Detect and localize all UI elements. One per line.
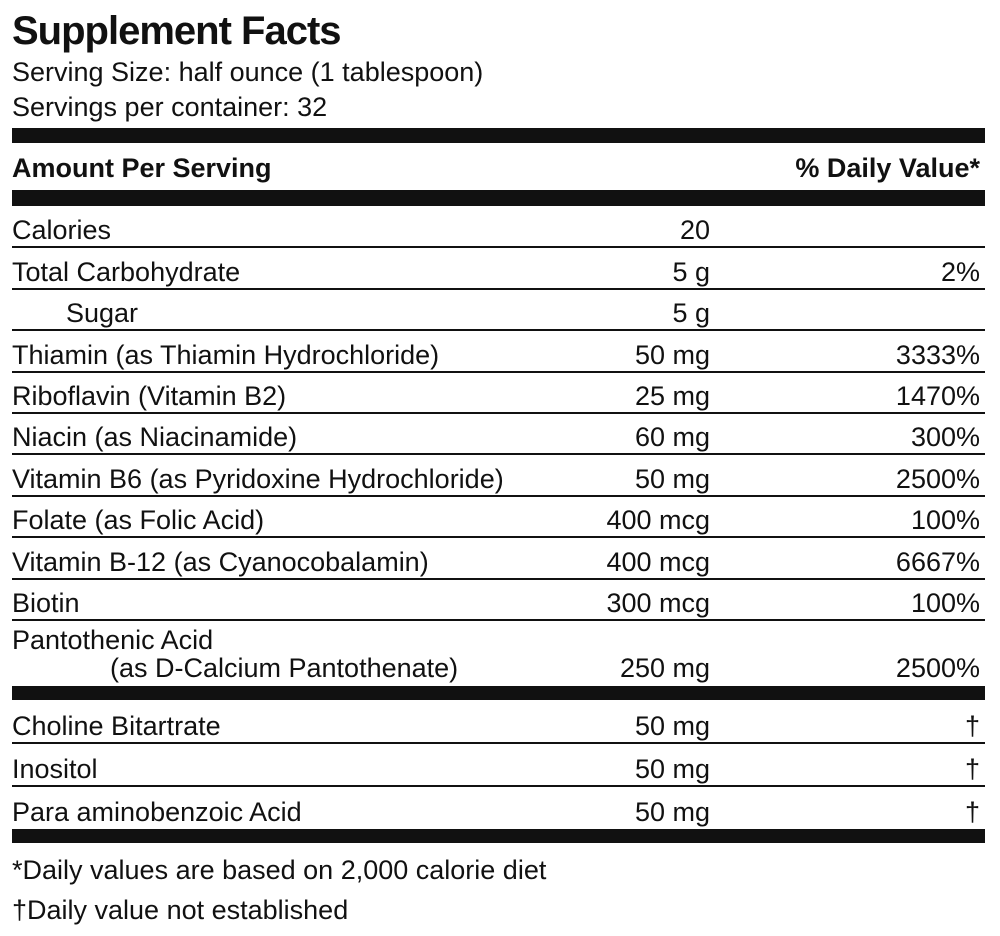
nutrient-name: Folate (as Folic Acid) — [12, 505, 265, 536]
serving-size: Serving Size: half ounce (1 tablespoon) — [12, 57, 484, 87]
amount: 400 mcg — [606, 505, 710, 536]
row-rule — [12, 370, 985, 373]
daily-value: 100% — [910, 588, 980, 618]
nutrient-name: Para aminobenzoic Acid — [12, 797, 302, 827]
row-rule — [12, 287, 985, 290]
amount-header: Amount Per Serving — [12, 153, 272, 183]
nutrient-name: Riboflavin (Vitamin B2) — [12, 381, 287, 411]
daily-value: 2500% — [895, 653, 980, 683]
servings-per-container: Servings per container: 32 — [12, 92, 328, 122]
daily-value: 300% — [910, 422, 980, 453]
nutrient-name: Total Carbohydrate — [12, 256, 241, 287]
amount: 5 g — [672, 256, 710, 287]
nutrient-name: Biotin — [12, 588, 80, 618]
row-rule — [12, 246, 985, 249]
daily-value-header: % Daily Value* — [795, 153, 980, 183]
nutrient-name: Vitamin B-12 (as Cyanocobalamin) — [12, 546, 429, 577]
footnote: *Daily values are based on 2,000 calorie… — [12, 855, 547, 885]
daily-value: 2% — [940, 256, 980, 287]
thick-bar — [12, 686, 985, 700]
row-rule — [12, 453, 985, 456]
row-rule — [12, 494, 985, 497]
nutrient-name: Choline Bitartrate — [12, 711, 221, 741]
amount: 20 — [679, 215, 710, 246]
row-rule — [12, 619, 985, 621]
daily-value: † — [964, 711, 980, 741]
thick-bar — [12, 128, 985, 143]
amount: 50 mg — [634, 797, 710, 827]
daily-value: 2500% — [895, 463, 980, 494]
row-rule — [12, 785, 985, 787]
daily-value: 1470% — [895, 381, 980, 411]
thick-bar — [12, 829, 985, 843]
daily-value: † — [964, 754, 980, 784]
row-rule — [12, 742, 985, 744]
row-rule — [12, 329, 985, 332]
nutrient-name: Sugar — [66, 298, 139, 329]
amount: 50 mg — [634, 754, 710, 784]
row-rule — [12, 412, 985, 414]
daily-value: 3333% — [895, 339, 980, 370]
amount: 300 mcg — [606, 588, 710, 618]
row-rule — [12, 536, 985, 539]
nutrient-name: Vitamin B6 (as Pyridoxine Hydrochloride) — [12, 463, 504, 494]
daily-value: † — [964, 797, 980, 827]
amount: 50 mg — [634, 463, 710, 494]
amount: 50 mg — [634, 711, 710, 741]
nutrient-name: Pantothenic Acid — [12, 625, 214, 655]
nutrient-name: Calories — [12, 215, 112, 246]
amount: 250 mg — [619, 653, 710, 683]
amount: 60 mg — [634, 422, 710, 453]
footnote: †Daily value not established — [12, 895, 349, 925]
row-rule — [12, 577, 985, 580]
nutrient-name: Thiamin (as Thiamin Hydrochloride) — [12, 339, 440, 370]
amount: 400 mcg — [606, 546, 710, 577]
thick-bar — [12, 190, 985, 206]
nutrient-name: Inositol — [12, 754, 98, 784]
nutrient-detail: (as D-Calcium Pantothenate) — [110, 653, 459, 683]
title: Supplement Facts — [12, 9, 342, 53]
nutrient-name: Niacin (as Niacinamide) — [12, 422, 298, 453]
amount: 25 mg — [634, 381, 710, 411]
amount: 5 g — [672, 298, 710, 329]
daily-value: 6667% — [895, 546, 980, 577]
amount: 50 mg — [634, 339, 710, 370]
daily-value: 100% — [910, 505, 980, 536]
